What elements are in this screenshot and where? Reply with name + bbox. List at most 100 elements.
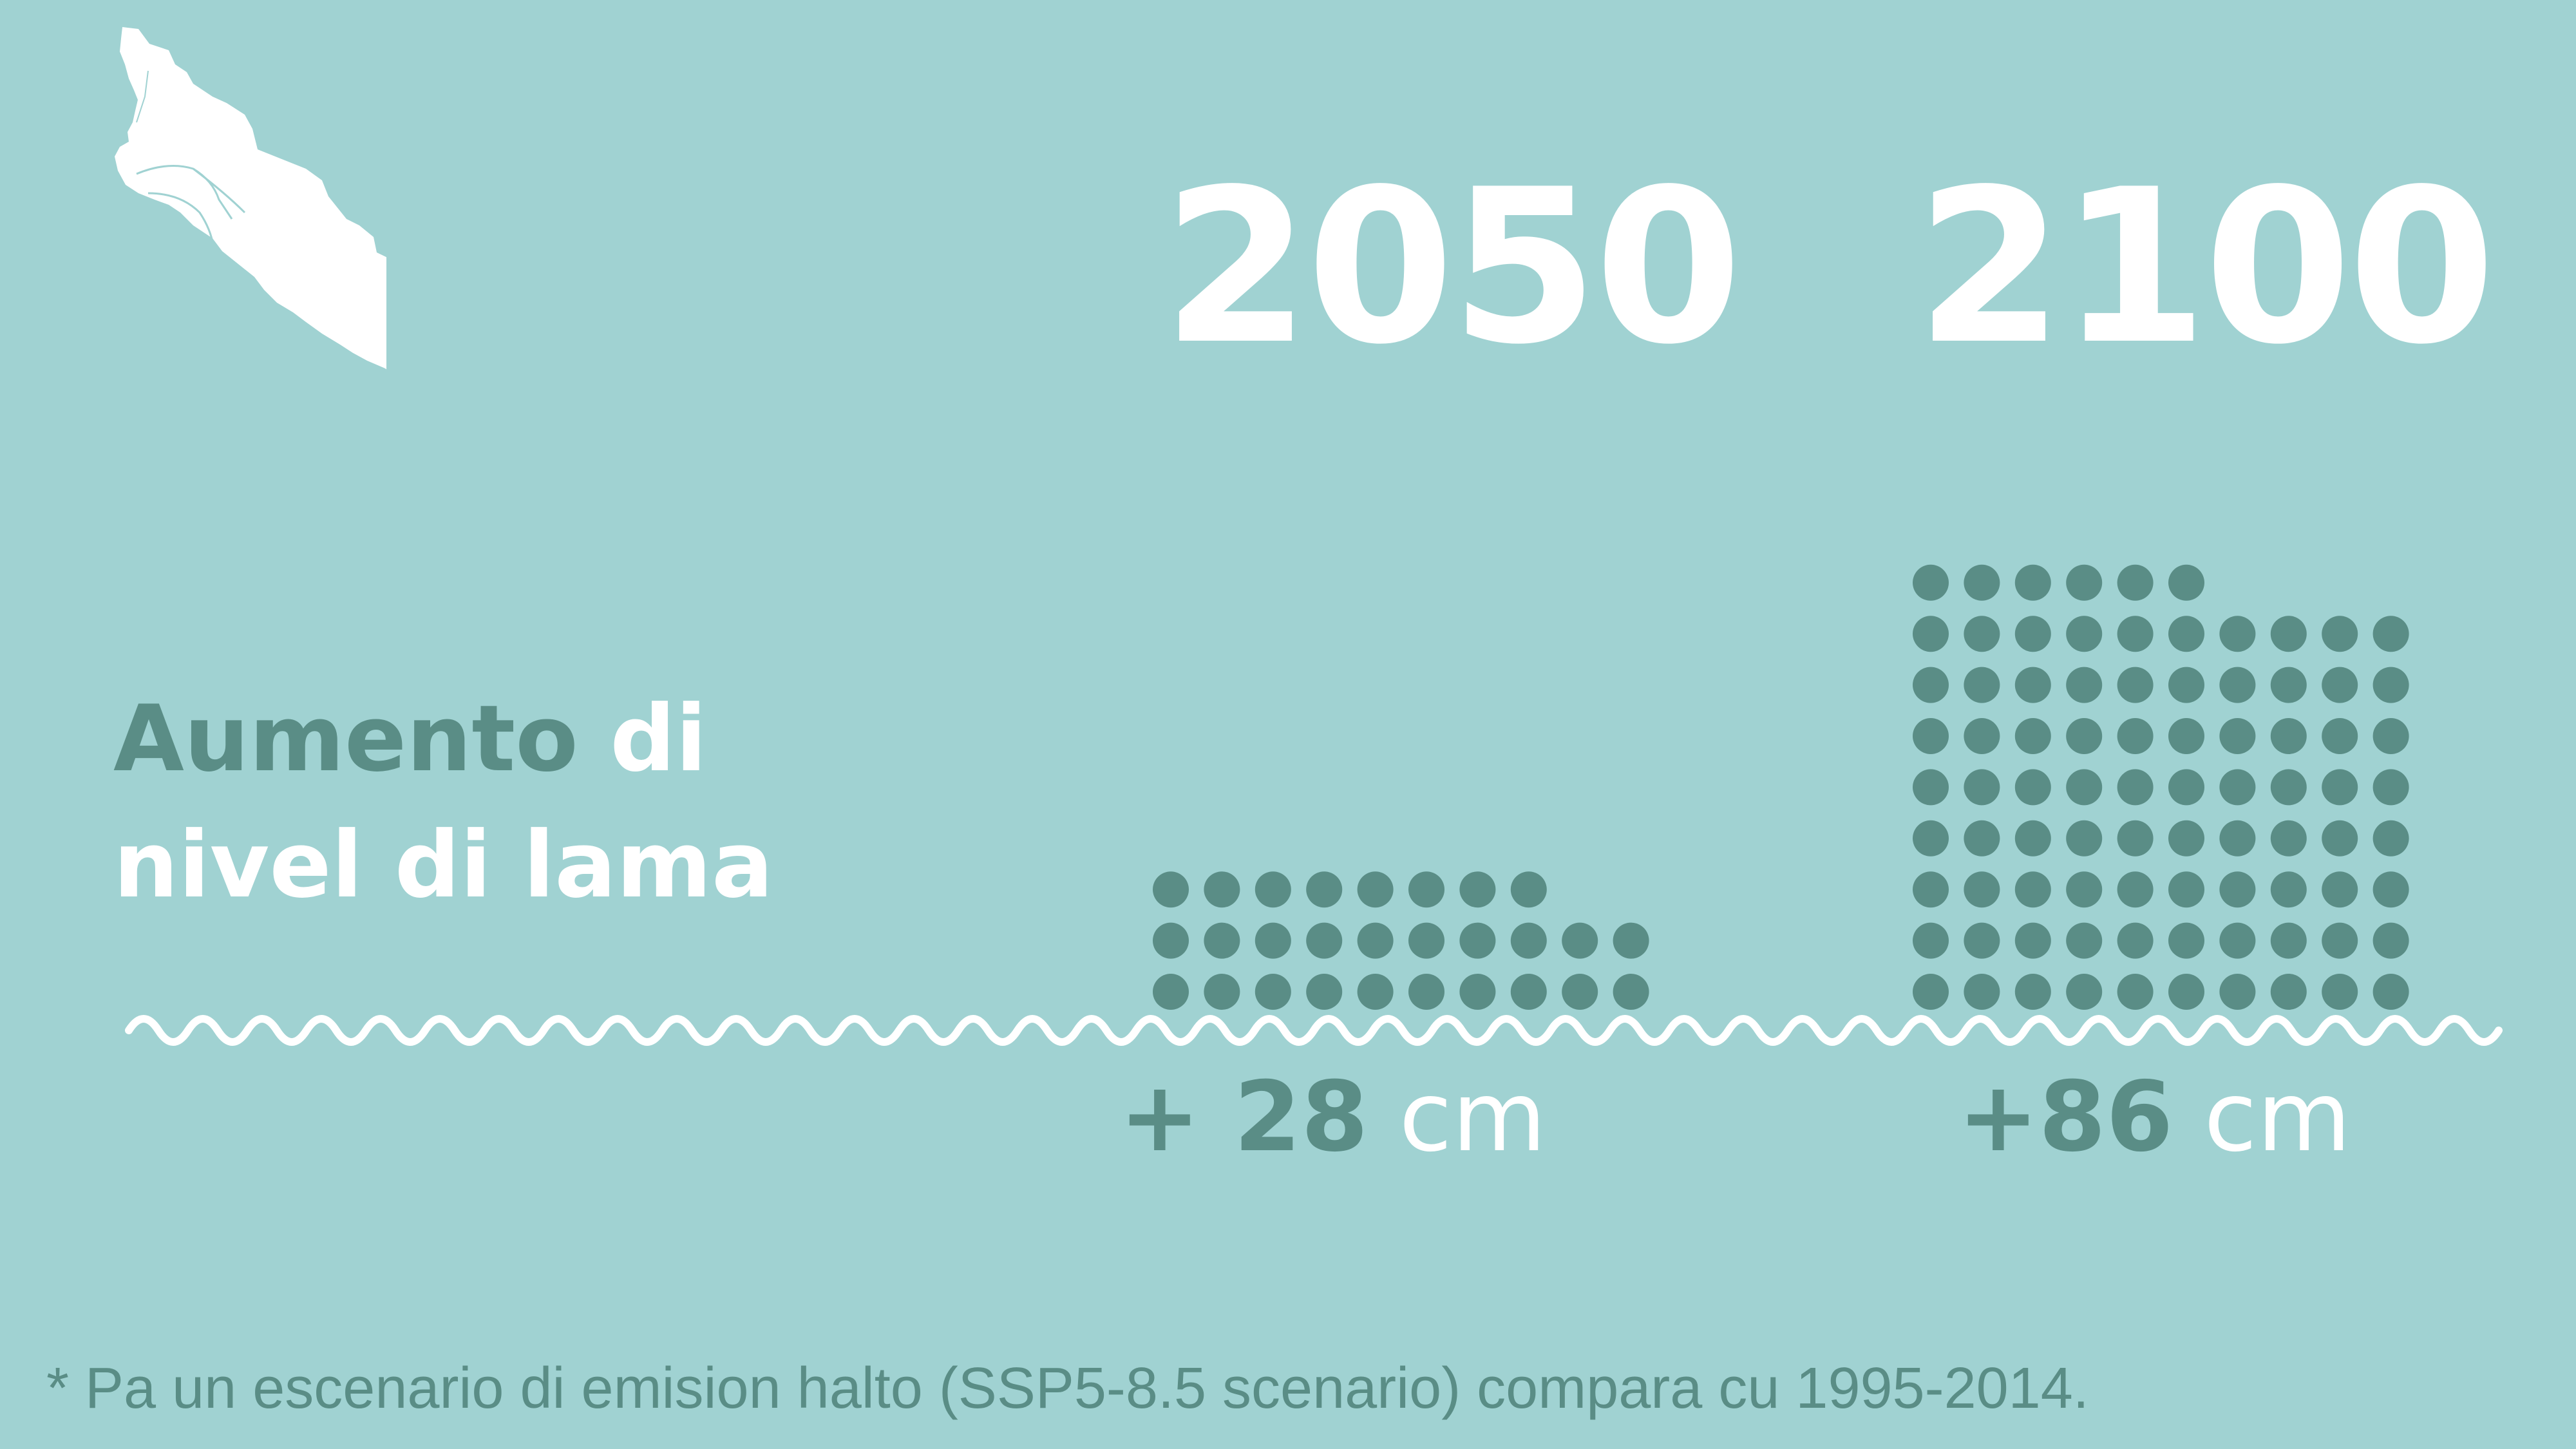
dot-2050-22 [1204, 871, 1240, 908]
value-unit-2100: cm [2173, 1061, 2351, 1173]
dot-2100-36 [2168, 820, 2204, 857]
headline-line-2: nivel di lama [113, 811, 773, 918]
dot-2100-77 [2219, 616, 2256, 652]
dot-2100-43 [2014, 769, 2051, 806]
dot-2050-11 [1153, 922, 1189, 959]
value-unit-2050: cm [1368, 1061, 1546, 1173]
dot-2100-56 [2168, 718, 2204, 754]
dot-2050-10 [1613, 974, 1649, 1010]
dot-2100-50 [2372, 769, 2409, 806]
dot-2050-17 [1459, 922, 1496, 959]
dot-2050-24 [1306, 871, 1343, 908]
dot-2100-55 [2117, 718, 2154, 754]
year-label-2100: 2100 [1916, 144, 2496, 391]
dot-2100-33 [2014, 820, 2051, 857]
dot-2100-28 [2270, 871, 2307, 908]
headline: Aumento di nivel di lama [113, 676, 773, 929]
dot-2050-2 [1204, 974, 1240, 1010]
headline-word-aumento: Aumento [113, 686, 578, 792]
dot-2100-71 [1913, 616, 1949, 652]
dot-2050-12 [1204, 922, 1240, 959]
dot-2050-9 [1562, 974, 1598, 1010]
dot-2100-66 [2168, 667, 2204, 703]
dot-2100-52 [1964, 718, 2000, 754]
dot-2100-2 [1964, 974, 2000, 1010]
dot-2050-5 [1357, 974, 1394, 1010]
dot-2100-21 [1913, 871, 1949, 908]
dot-2100-30 [2372, 871, 2409, 908]
dot-2050-26 [1408, 871, 1444, 908]
dot-2100-73 [2014, 616, 2051, 652]
dot-2100-19 [2322, 922, 2358, 959]
dot-2100-14 [2066, 922, 2103, 959]
value-number-2100: +86 [1958, 1061, 2174, 1173]
dot-2100-46 [2168, 769, 2204, 806]
dot-2100-72 [1964, 616, 2000, 652]
aruba-island-map-icon [115, 27, 386, 370]
dot-2050-25 [1357, 871, 1394, 908]
dot-2100-49 [2322, 769, 2358, 806]
dot-2100-58 [2270, 718, 2307, 754]
dot-2050-18 [1510, 922, 1547, 959]
dot-2100-26 [2168, 871, 2204, 908]
dot-2050-28 [1510, 871, 1547, 908]
dot-2100-37 [2219, 820, 2256, 857]
dot-2100-10 [2372, 974, 2409, 1010]
dot-2100-27 [2219, 871, 2256, 908]
dot-2100-84 [2066, 564, 2103, 601]
dot-2100-75 [2117, 616, 2154, 652]
dot-group-2050 [1153, 871, 1649, 1010]
dot-2100-65 [2117, 667, 2154, 703]
value-number-2050: + 28 [1119, 1061, 1368, 1173]
dot-2050-6 [1408, 974, 1444, 1010]
dot-2100-35 [2117, 820, 2154, 857]
dot-2100-39 [2322, 820, 2358, 857]
dot-2100-64 [2066, 667, 2103, 703]
dot-2100-29 [2322, 871, 2358, 908]
dot-2100-69 [2322, 667, 2358, 703]
dot-2100-3 [2014, 974, 2051, 1010]
value-label-2100: +86 cm [1958, 1069, 2351, 1166]
dot-2100-12 [1964, 922, 2000, 959]
dot-2100-44 [2066, 769, 2103, 806]
dot-2100-13 [2014, 922, 2051, 959]
dot-2100-34 [2066, 820, 2103, 857]
dot-2100-76 [2168, 616, 2204, 652]
dot-2050-4 [1306, 974, 1343, 1010]
dot-2100-86 [2168, 564, 2204, 601]
dot-2100-82 [1964, 564, 2000, 601]
dot-2100-41 [1913, 769, 1949, 806]
dot-2100-25 [2117, 871, 2154, 908]
dot-2050-20 [1613, 922, 1649, 959]
dot-2100-59 [2322, 718, 2358, 754]
dot-2100-23 [2014, 871, 2051, 908]
dot-2050-1 [1153, 974, 1189, 1010]
dot-2100-83 [2014, 564, 2051, 601]
dot-2100-24 [2066, 871, 2103, 908]
dot-2100-1 [1913, 974, 1949, 1010]
dot-2050-19 [1562, 922, 1598, 959]
dot-2050-15 [1357, 922, 1394, 959]
dot-2100-32 [1964, 820, 2000, 857]
year-label-2050: 2050 [1162, 144, 1742, 391]
dot-2100-60 [2372, 718, 2409, 754]
dot-2050-8 [1510, 974, 1547, 1010]
footnote: * Pa un escenario di emision halto (SSP5… [46, 1356, 2089, 1421]
dot-2100-5 [2117, 974, 2154, 1010]
dot-2100-6 [2168, 974, 2204, 1010]
dot-2100-54 [2066, 718, 2103, 754]
dot-2100-85 [2117, 564, 2154, 601]
value-label-2050: + 28 cm [1119, 1069, 1546, 1166]
dot-2100-18 [2270, 922, 2307, 959]
dot-2050-27 [1459, 871, 1496, 908]
dot-2100-42 [1964, 769, 2000, 806]
dot-2100-7 [2219, 974, 2256, 1010]
dot-2100-15 [2117, 922, 2154, 959]
dot-2100-74 [2066, 616, 2103, 652]
dot-2100-22 [1964, 871, 2000, 908]
dot-2100-61 [1913, 667, 1949, 703]
dot-2050-21 [1153, 871, 1189, 908]
